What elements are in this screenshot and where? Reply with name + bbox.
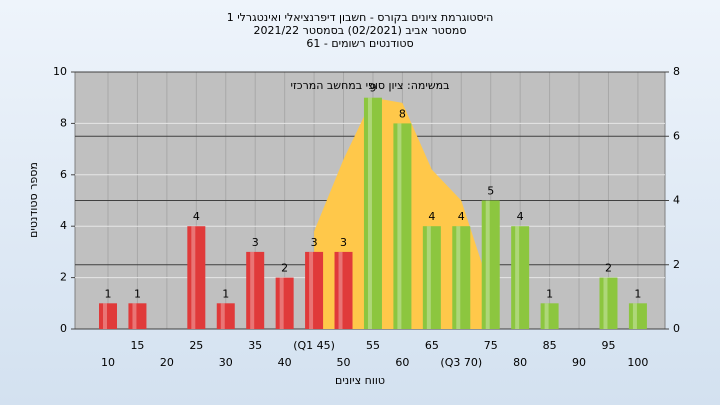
y-axis-label: מספר סטודנטים [27,162,40,238]
bar-highlight [132,303,137,329]
bar [422,226,441,329]
bar [246,251,265,329]
x-tick-label: 15 [130,339,144,352]
value-label: 2 [605,262,612,275]
y2-tick-label: 8 [673,65,680,78]
bar [393,123,412,330]
x-tick-label: 90 [572,356,586,369]
bar-highlight [485,200,490,329]
bar [187,226,206,329]
bar [599,277,618,329]
bar-highlight [544,303,549,329]
value-label: 4 [193,210,200,223]
value-label: 3 [340,236,347,249]
bar-highlight [397,123,402,330]
bar-highlight [191,226,196,329]
bar-highlight [367,97,372,329]
title-line: היסטוגרמת ציונים בקורס - חשבון דיפרנציאל… [227,11,494,24]
y2-tick-label: 6 [673,129,680,142]
value-label: 3 [252,236,259,249]
bar-highlight [632,303,637,329]
bar [540,303,559,329]
bar [275,277,294,329]
bar [452,226,471,329]
value-label: 3 [311,236,318,249]
bar-highlight [515,226,520,329]
x-tick-label: 85 [543,339,557,352]
value-label: 5 [487,185,494,198]
value-label: 4 [458,210,465,223]
bar-highlight [603,277,608,329]
x-tick-label: 80 [513,356,527,369]
value-label: 1 [105,287,112,300]
y2-tick-label: 2 [673,258,680,271]
x-axis-label: טווח ציונים [335,374,385,387]
bar [128,303,147,329]
bar [481,200,500,329]
value-label: 8 [399,107,406,120]
value-label: 1 [546,287,553,300]
bar [216,303,235,329]
bar [511,226,530,329]
bar-highlight [103,303,107,329]
value-label: 1 [634,287,641,300]
bar-highlight [426,226,431,329]
value-label: 1 [222,287,229,300]
y2-tick-label: 4 [673,194,680,207]
value-label: 1 [134,287,141,300]
bar [363,97,382,329]
y2-tick-label: 0 [673,322,680,335]
bar-highlight [250,251,255,329]
x-tick-label: (Q1 45) [293,339,335,352]
x-tick-label: 20 [160,356,174,369]
y-tick-label: 0 [60,322,67,335]
bar [334,251,353,329]
x-tick-label: 40 [278,356,292,369]
bar-highlight [309,251,314,329]
bar [99,303,117,329]
x-tick-label: 50 [337,356,351,369]
x-tick-label: 65 [425,339,439,352]
x-tick-label: 100 [627,356,648,369]
annotation: במשימה: ציון סופי במחשב המרכזי [290,79,449,92]
x-tick-label: 95 [601,339,615,352]
x-tick-label: 30 [219,356,233,369]
bar-highlight [456,226,461,329]
x-tick-label: 75 [484,339,498,352]
x-tick-label: (Q3 70) [440,356,482,369]
y-tick-label: 10 [53,65,67,78]
bar-highlight [279,277,284,329]
bar-highlight [220,303,225,329]
y-tick-label: 4 [60,219,67,232]
value-label: 2 [281,262,288,275]
x-tick-label: 10 [101,356,115,369]
value-label: 4 [517,210,524,223]
title-line: 2021/22 סמסטר אביב (02/2021) בסמסטר [253,24,466,37]
y-tick-label: 2 [60,271,67,284]
x-tick-label: 55 [366,339,380,352]
y-tick-label: 6 [60,168,67,181]
x-tick-label: 35 [248,339,262,352]
x-tick-label: 60 [395,356,409,369]
x-tick-label: 25 [189,339,203,352]
value-label: 4 [428,210,435,223]
bar-highlight [338,251,343,329]
y-tick-label: 8 [60,116,67,129]
title-line: 61 - סטודנטים רשומים [306,37,413,50]
bar [628,303,647,329]
bar [305,251,324,329]
value-label: 9 [369,82,376,95]
